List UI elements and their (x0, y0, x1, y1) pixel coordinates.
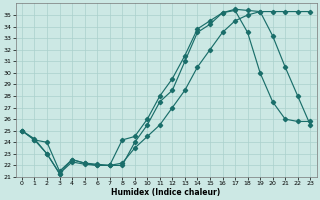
X-axis label: Humidex (Indice chaleur): Humidex (Indice chaleur) (111, 188, 221, 197)
